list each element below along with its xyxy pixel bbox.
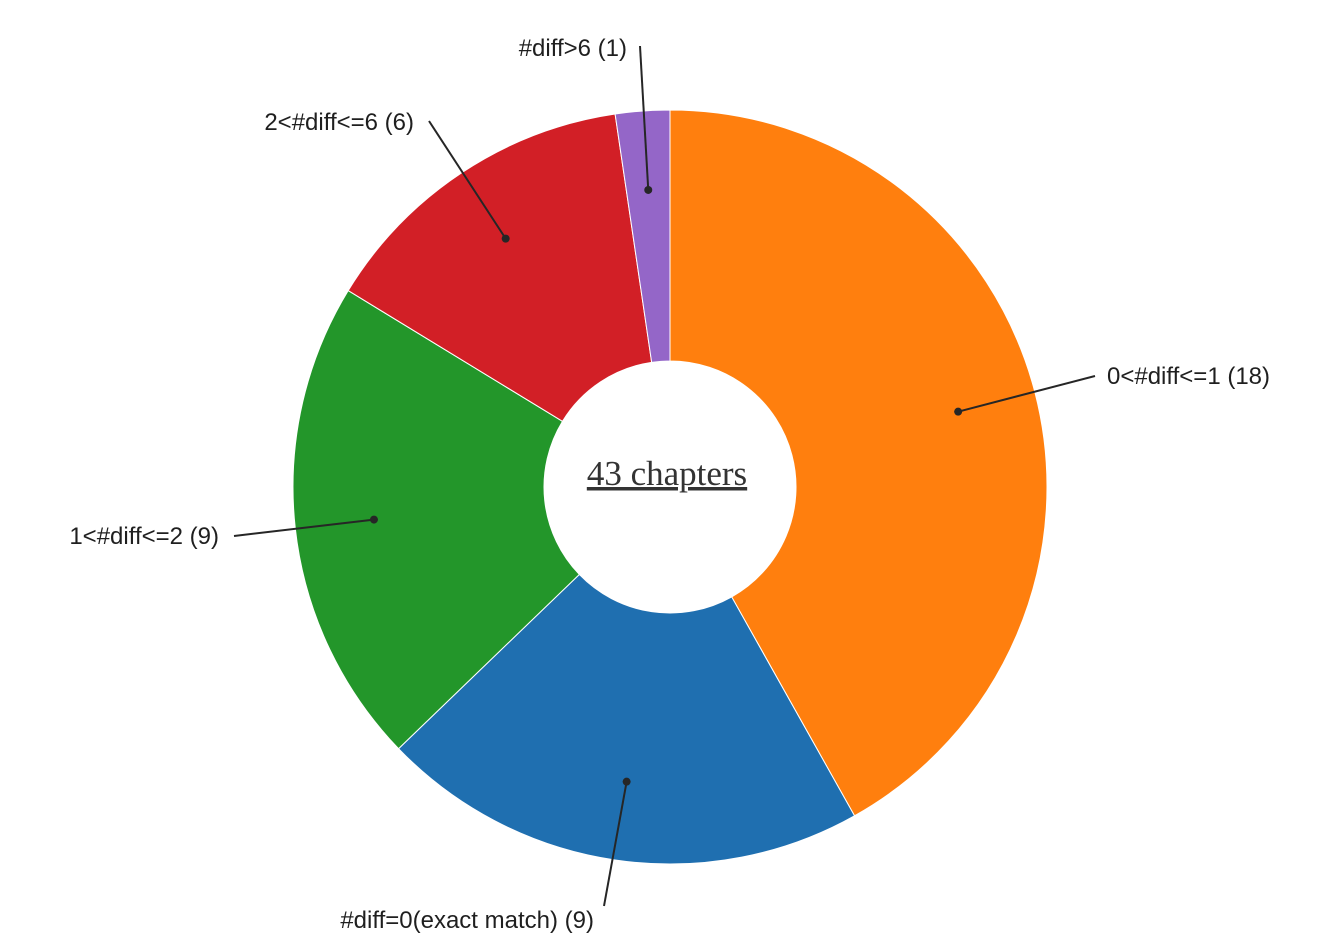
label-leader-line xyxy=(957,375,1096,413)
label-leader-line xyxy=(428,120,507,240)
label-leader-line xyxy=(233,518,375,537)
donut-slices xyxy=(292,109,1048,865)
slice-label: #diff>6 (1) xyxy=(519,35,627,62)
label-leader-dot xyxy=(622,777,631,786)
donut-hole xyxy=(544,361,796,613)
label-leader-dot xyxy=(954,407,963,416)
label-leader-line xyxy=(603,781,628,907)
slice-label: #diff=0(exact match) (9) xyxy=(340,907,594,934)
slice-label: 2<#diff<=6 (6) xyxy=(264,109,414,136)
label-leader-dot xyxy=(644,185,653,194)
center-label: 43 chapters xyxy=(587,454,747,493)
label-leader-dot xyxy=(369,515,378,524)
slice-label: 1<#diff<=2 (9) xyxy=(69,523,219,550)
label-leaders xyxy=(233,45,1096,907)
label-leader-line xyxy=(639,45,650,191)
slice-label: 0<#diff<=1 (18) xyxy=(1107,363,1270,390)
label-leader-dot xyxy=(501,234,510,243)
slice-labels: 0<#diff<=1 (18) #diff=0(exact match) (9) 1… xyxy=(69,35,1270,934)
